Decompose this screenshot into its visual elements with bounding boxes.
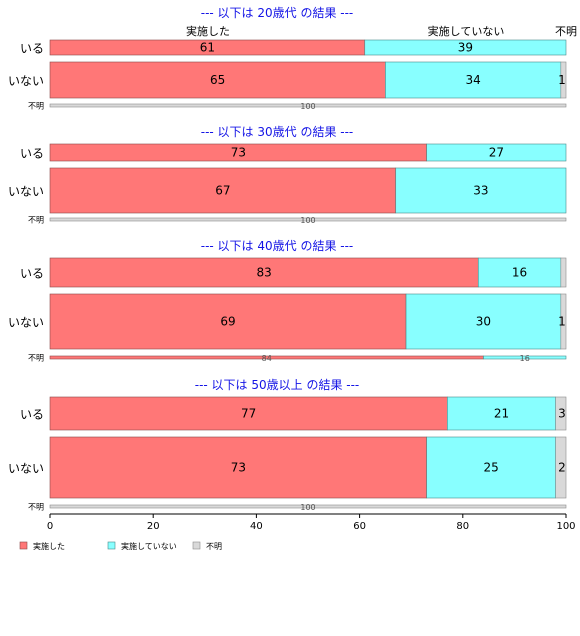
bar-segment-p2-r3-s3 [49,217,567,222]
legend-label-1: 実施した [33,541,65,551]
legend-swatch-1 [19,541,28,550]
bar-segment-p3-r1-s2 [477,257,562,288]
bar-segment-p4-r1-s3 [555,396,567,431]
panel-title-2: --- 以下は 30歳代 の結果 --- [201,125,354,139]
bar-segment-p2-r1-s2 [426,143,567,162]
row-label-p3-r3: 不明 [28,354,44,363]
column-label-1: 実施した [186,24,230,38]
value-label-p3-r2-s1: 69 [220,315,235,329]
bar-segment-p1-r3-s3 [49,103,567,108]
x-tick-label-4: 60 [353,521,366,532]
row-label-p2-r3: 不明 [28,216,44,225]
value-label-p1-r3-s3: 100 [300,102,315,111]
x-tick-label-2: 20 [147,521,160,532]
value-label-p2-r2-s2: 33 [473,184,488,198]
value-label-p1-r1-s2: 39 [458,41,473,55]
row-label-p1-r3: 不明 [28,102,44,111]
legend-label-2: 実施していない [121,541,177,551]
bar-segment-p3-r2-s3 [560,293,567,350]
value-label-p4-r2-s3: 2 [558,461,566,475]
value-label-p3-r1-s2: 16 [512,266,527,280]
bar-segment-p3-r2-s2 [405,293,562,350]
bar-segment-p4-r2-s2 [426,436,556,499]
value-label-p1-r2-s3: 1 [558,73,566,87]
value-label-p1-r1-s1: 61 [200,41,215,55]
legend-swatch-3 [192,541,201,550]
bar-segment-p1-r2-s3 [560,61,567,99]
value-label-p4-r3-s3: 100 [300,503,315,512]
x-tick-label-5: 80 [456,521,469,532]
bar-segment-p2-r2-s1 [49,167,397,214]
value-label-p4-r2-s1: 73 [231,461,246,475]
value-label-p3-r2-s3: 1 [558,315,566,329]
bar-segment-p4-r2-s3 [555,436,567,499]
value-label-p2-r1-s2: 27 [489,146,504,160]
bar-segment-p4-r3-s3 [49,504,567,509]
value-label-p4-r1-s1: 77 [241,407,256,421]
row-label-p1-r2: いない [8,74,44,88]
bar-segment-p1-r1-s2 [364,39,567,56]
bar-segment-p4-r2-s1 [49,436,427,499]
value-label-p4-r2-s2: 25 [484,461,499,475]
bar-segment-p3-r3-s2 [483,355,567,360]
value-label-p3-r1-s1: 83 [256,266,271,280]
row-label-p1-r1: いる [20,42,44,56]
row-label-p4-r1: いる [20,408,44,422]
bar-segment-p3-r1-s3 [560,257,567,288]
panel-title-3: --- 以下は 40歳代 の結果 --- [201,239,354,253]
bar-segment-p1-r2-s1 [49,61,386,99]
value-label-p2-r1-s1: 73 [231,146,246,160]
value-label-p1-r2-s2: 34 [465,73,480,87]
bar-segment-p3-r2-s1 [49,293,407,350]
value-label-p3-r3-s2: 16 [520,354,530,363]
row-label-p3-r2: いない [8,316,44,330]
value-label-p4-r1-s2: 21 [494,407,509,421]
row-label-p2-r1: いる [20,147,44,161]
value-label-p3-r2-s2: 30 [476,315,491,329]
row-label-p2-r2: いない [8,185,44,199]
panel-title-1: --- 以下は 20歳代 の結果 --- [201,6,354,20]
legend-label-3: 不明 [206,542,222,551]
row-label-p4-r3: 不明 [28,503,44,512]
value-label-p2-r3-s3: 100 [300,216,315,225]
bar-segment-p2-r2-s2 [395,167,567,214]
panel-title-4: --- 以下は 50歳以上 の結果 --- [195,378,360,392]
x-tick-label-6: 100 [556,521,575,532]
value-label-p2-r2-s1: 67 [215,184,230,198]
column-label-2: 実施していない [428,24,505,38]
row-label-p4-r2: いない [8,462,44,476]
x-tick-label-3: 40 [250,521,263,532]
row-label-p3-r1: いる [20,267,44,281]
value-label-p1-r2-s1: 65 [210,73,225,87]
legend-swatch-2 [107,541,116,550]
column-label-3: 不明 [555,25,577,38]
value-label-p3-r3-s1: 84 [262,354,272,363]
value-label-p4-r1-s3: 3 [558,407,566,421]
bar-segment-p4-r1-s2 [447,396,556,431]
x-tick-label-1: 0 [47,521,53,532]
